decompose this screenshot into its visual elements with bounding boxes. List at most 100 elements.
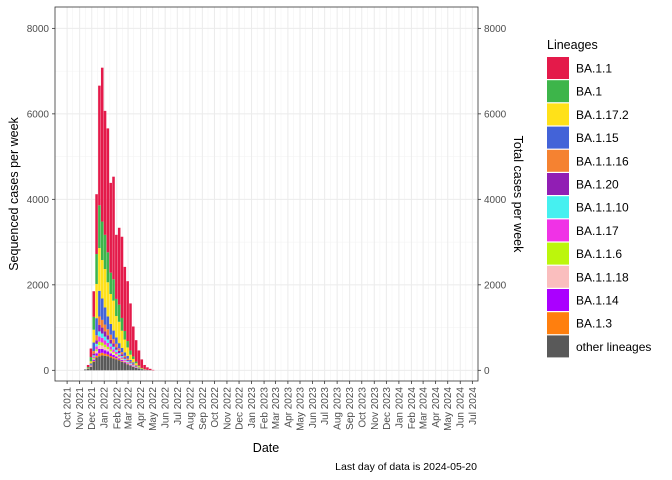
bar-segment: [123, 266, 127, 331]
bar-segment: [129, 303, 132, 351]
bar-segment: [86, 367, 90, 368]
legend-swatch: [547, 335, 569, 358]
bar-segment: [123, 359, 127, 361]
bar-segment: [98, 325, 101, 332]
bar-segment: [126, 281, 129, 342]
bar-segment: [115, 351, 118, 355]
bar-segment: [120, 352, 124, 355]
bar-segment: [106, 339, 110, 343]
bar-segment: [143, 369, 146, 371]
y-tick-label: 2000: [27, 280, 50, 291]
legend-swatch: [547, 173, 569, 195]
bar-segment: [123, 363, 127, 371]
bar-segment: [109, 339, 112, 344]
bar-segment: [95, 353, 98, 356]
x-tick-label: Feb 2024: [407, 387, 418, 430]
legend-label: BA.1.14: [576, 294, 619, 308]
bar-segment: [106, 252, 110, 283]
legend-swatch: [547, 80, 569, 103]
x-tick-label: Jun 2024: [456, 387, 467, 429]
bar-segment: [120, 354, 124, 356]
bar-segment: [134, 367, 138, 371]
bar-segment: [126, 358, 129, 360]
bar-segment: [103, 347, 107, 351]
bar-segment: [129, 350, 132, 355]
bar-segment: [106, 342, 110, 347]
x-axis: Oct 2021 Nov 2021 Dec 2021 Jan 2022 Feb 2022…: [63, 381, 479, 431]
bar-segment: [89, 348, 93, 358]
bar-segment: [112, 349, 115, 352]
y-axis-title-right: Total cases per week: [511, 136, 525, 253]
y-tick-label: 6000: [27, 109, 50, 120]
bar-segment: [140, 369, 144, 371]
bar-segment: [129, 359, 132, 362]
x-tick-label: Mar 2022: [124, 387, 135, 430]
bar-segment: [109, 351, 112, 354]
legend-swatch: [547, 149, 569, 172]
bar-segment: [106, 356, 110, 371]
bar-segment: [112, 358, 115, 371]
bar-segment: [106, 335, 110, 340]
bar-segment: [92, 351, 96, 354]
bar-segment: [117, 359, 121, 361]
bar-segment: [95, 194, 98, 255]
bar-segment: [92, 361, 96, 371]
bar-segment: [120, 358, 124, 360]
bar-segment: [100, 319, 104, 328]
bar-segment: [115, 343, 118, 348]
bar-segment: [109, 346, 112, 350]
x-tick-label: Jan 2022: [100, 387, 111, 429]
bar-segment: [100, 260, 104, 299]
bar-segment: [126, 363, 129, 364]
y-axis-title-left: Sequenced cases per week: [7, 116, 21, 270]
legend-label: BA.1.1.16: [576, 154, 629, 168]
x-tick-label: Mar 2024: [419, 387, 430, 430]
bar-segment: [109, 294, 112, 324]
bar-segment: [103, 353, 107, 356]
y-axis-left: 0 2000 4000 6000 8000: [27, 24, 55, 377]
bar-segment: [100, 345, 104, 349]
bar-segment: [100, 337, 104, 343]
bar-segment: [98, 345, 101, 349]
bar-segment: [89, 361, 93, 364]
legend-label: BA.1.17: [576, 224, 619, 238]
legend-label: BA.1.1.6: [576, 247, 622, 261]
x-tick-label: Nov 2023: [370, 387, 381, 430]
bar-segment: [117, 353, 121, 355]
bar-segment: [134, 365, 138, 367]
bar-segment: [115, 358, 118, 360]
legend-label: BA.1.20: [576, 178, 619, 192]
bar-segment: [129, 362, 132, 364]
bar-segment: [112, 339, 115, 344]
bar-segment: [137, 365, 141, 367]
bar-segment: [89, 363, 93, 365]
y-tick-label: 0: [43, 366, 49, 377]
bar-segment: [123, 330, 127, 340]
bar-segment: [132, 326, 135, 357]
bar-segment: [95, 318, 98, 336]
panel-border: [54, 6, 479, 382]
bar-segment: [92, 316, 96, 330]
bar-segment: [132, 363, 135, 365]
legend-swatch: [547, 103, 569, 126]
bar-segment: [126, 360, 129, 362]
bar-segment: [103, 340, 107, 345]
bar-segment: [95, 355, 98, 358]
bar-segment: [100, 352, 104, 356]
bar-segment: [100, 333, 104, 338]
bar-segment: [112, 300, 115, 331]
x-tick-label: May 2022: [148, 387, 159, 431]
bar-segment: [117, 227, 121, 305]
bar-segment: [109, 323, 112, 335]
bar-segment: [106, 351, 110, 355]
bar-segment: [126, 341, 129, 348]
bar-segment: [134, 340, 138, 362]
bar-segment: [132, 364, 135, 365]
bar-segment: [112, 351, 115, 354]
bar-segment: [103, 234, 107, 270]
bar-segment: [92, 329, 96, 343]
bar-segment: [92, 355, 96, 357]
bar-segment: [98, 348, 101, 354]
bar-segment: [95, 283, 98, 319]
